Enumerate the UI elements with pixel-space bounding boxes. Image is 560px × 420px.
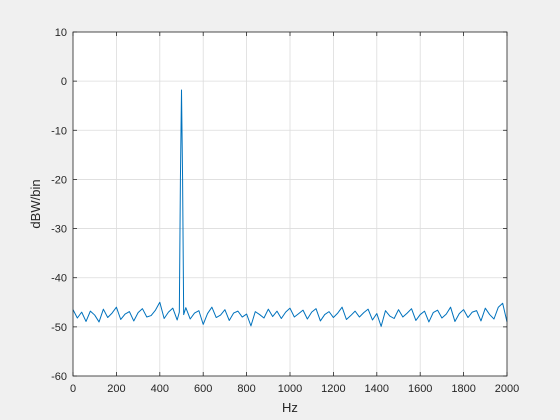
x-tick-label: 1200 (321, 383, 345, 395)
y-tick-label: -10 (51, 125, 67, 137)
x-tick-label: 1800 (451, 383, 475, 395)
y-tick-label: 0 (61, 76, 67, 88)
y-tick-label: 10 (55, 27, 67, 39)
y-tick-label: -20 (51, 174, 67, 186)
y-tick-label: -50 (51, 322, 67, 334)
x-tick-labels: 0 200 400 600 800 1000 1200 1400 1600 1800 2000 (70, 383, 519, 395)
x-tick-label: 800 (237, 383, 255, 395)
x-tick-label: 1000 (278, 383, 302, 395)
y-tick-labels: -60 -50 -40 -30 -20 -10 0 10 (51, 27, 67, 383)
tick-marks (72, 31, 508, 377)
x-tick-label: 1400 (365, 383, 389, 395)
x-tick-label: 0 (70, 383, 76, 395)
series-group (72, 89, 508, 327)
x-tick-label: 1600 (408, 383, 432, 395)
y-axis-label: dBW/bin (28, 179, 43, 228)
x-tick-label: 400 (151, 383, 169, 395)
x-axis-label: Hz (282, 400, 298, 415)
spectrum-line (72, 89, 508, 327)
x-tick-label: 2000 (495, 383, 519, 395)
x-tick-label: 600 (194, 383, 212, 395)
y-tick-label: -30 (51, 224, 67, 236)
x-tick-label: 200 (107, 383, 125, 395)
y-tick-label: -40 (51, 273, 67, 285)
y-tick-label: -60 (51, 371, 67, 383)
